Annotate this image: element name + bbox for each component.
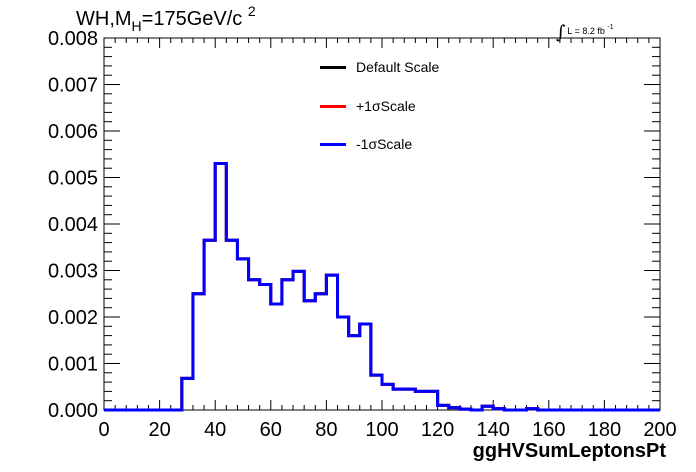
legend-label-default: Default Scale bbox=[356, 59, 440, 75]
series-default-scale bbox=[104, 162, 660, 412]
y-tick-label: 0.002 bbox=[48, 307, 98, 329]
series--1-scale bbox=[104, 162, 660, 412]
y-tick-label: 0.005 bbox=[48, 168, 98, 190]
integral-icon: ∫ bbox=[556, 22, 566, 43]
x-tick-label: 140 bbox=[477, 419, 510, 441]
x-tick-label: 40 bbox=[204, 419, 226, 441]
y-tick-label: 0.001 bbox=[48, 354, 98, 376]
legend-label-minus1sigma: -1σScale bbox=[356, 136, 413, 152]
legend-label-plus1sigma: +1σScale bbox=[356, 97, 416, 114]
legend-swatch-plus1sigma bbox=[320, 104, 346, 108]
x-tick-label: 160 bbox=[532, 419, 565, 441]
y-tick-label: 0.008 bbox=[48, 28, 98, 50]
x-tick-label: 80 bbox=[315, 419, 337, 441]
y-tick-label: 0.004 bbox=[48, 214, 98, 236]
x-tick-label: 120 bbox=[421, 419, 454, 441]
legend-item-minus1sigma: -1σScale bbox=[316, 131, 496, 170]
series--1-scale bbox=[104, 162, 660, 412]
x-axis-label: ggHVSumLeptonsPt bbox=[472, 440, 666, 462]
x-tick-label: 0 bbox=[98, 419, 109, 441]
legend-item-plus1sigma: +1σScale bbox=[316, 93, 496, 132]
x-tick-label: 200 bbox=[643, 419, 676, 441]
x-tick-label: 20 bbox=[148, 419, 170, 441]
x-tick-label: 100 bbox=[365, 419, 398, 441]
legend: Default Scale +1σScale -1σScale bbox=[316, 54, 496, 170]
legend-swatch-default bbox=[320, 66, 346, 69]
x-tick-label: 180 bbox=[588, 419, 621, 441]
y-tick-label: 0.000 bbox=[48, 400, 98, 422]
legend-swatch-minus1sigma bbox=[320, 143, 346, 146]
legend-item-default: Default Scale bbox=[316, 54, 496, 93]
y-tick-label: 0.007 bbox=[48, 75, 98, 97]
chart-title: WH,MH=175GeV/c 2 bbox=[76, 3, 256, 34]
y-tick-label: 0.003 bbox=[48, 261, 98, 283]
y-tick-label: 0.006 bbox=[48, 121, 98, 143]
x-tick-label: 60 bbox=[260, 419, 282, 441]
luminosity-label: ∫ L = 8.2 fb -1 bbox=[556, 22, 614, 43]
